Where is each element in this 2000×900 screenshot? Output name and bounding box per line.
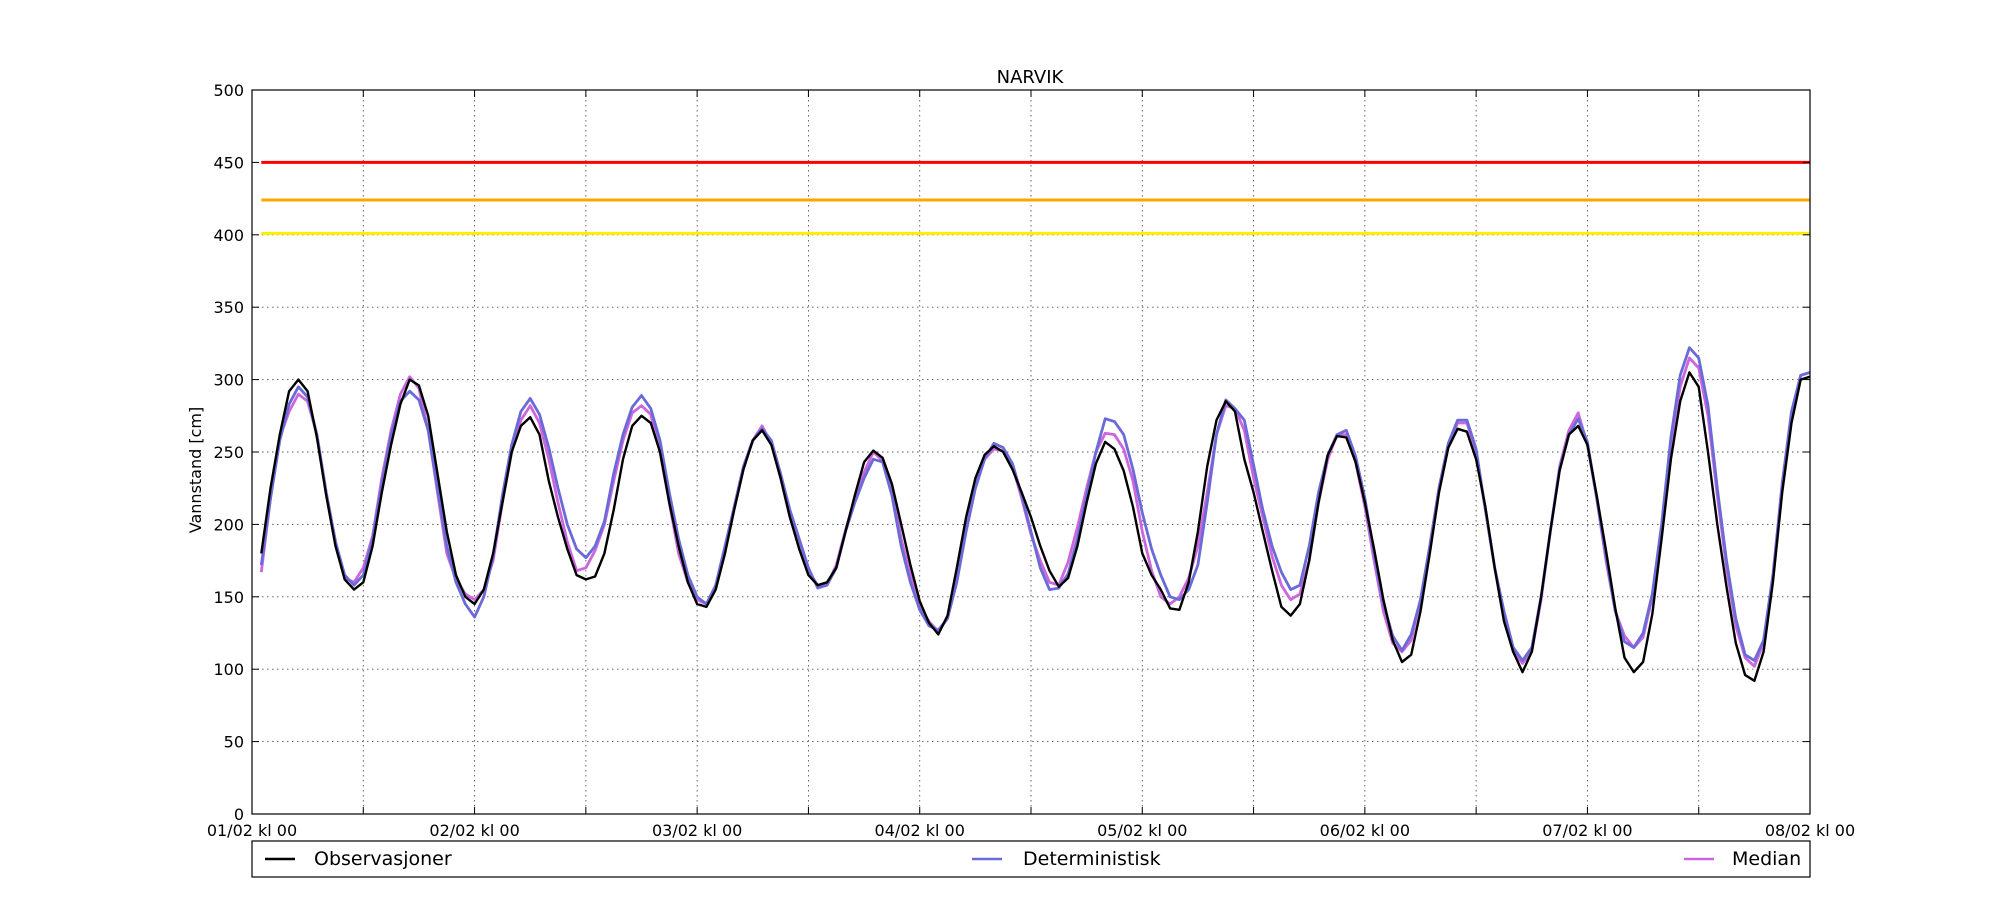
- y-tick-label: 100: [213, 660, 244, 679]
- x-tick-label: 06/02 kl 00: [1320, 821, 1410, 840]
- y-axis-ticks: 0 50 100 150 200 250 300 350 400 450 500: [213, 81, 1810, 824]
- x-tick-label: 03/02 kl 00: [652, 821, 742, 840]
- y-axis-label: Vannstand [cm]: [186, 407, 205, 533]
- series-line-observasjoner: [260, 371, 1811, 682]
- y-tick-label: 200: [213, 515, 244, 534]
- x-tick-label: 08/02 kl 00: [1765, 821, 1855, 840]
- y-tick-label: 300: [213, 371, 244, 390]
- x-tick-label: 04/02 kl 00: [875, 821, 965, 840]
- y-tick-label: 250: [213, 443, 244, 462]
- legend-label: Observasjoner: [314, 848, 452, 870]
- x-tick-label: 07/02 kl 00: [1542, 821, 1632, 840]
- y-tick-label: 400: [213, 226, 244, 245]
- legend: Observasjoner Deterministisk Median: [251, 840, 1811, 878]
- x-axis-ticks: 01/02 kl 00 02/02 kl 00 03/02 kl 00 04/02 k…: [207, 90, 1855, 840]
- grid: [252, 90, 1810, 814]
- data-series: [259, 346, 1811, 682]
- y-tick-label: 450: [213, 153, 244, 172]
- legend-label: Median: [1732, 848, 1801, 870]
- y-tick-label: 150: [213, 588, 244, 607]
- x-tick-label: 02/02 kl 00: [429, 821, 519, 840]
- y-tick-label: 350: [213, 298, 244, 317]
- y-tick-label: 50: [224, 733, 244, 752]
- y-tick-label: 500: [213, 81, 244, 100]
- series-line-median: [259, 356, 1811, 668]
- x-tick-label: 01/02 kl 00: [207, 821, 297, 840]
- legend-frame: [251, 840, 1811, 878]
- chart-title: NARVIK: [997, 67, 1065, 88]
- series-line-deterministisk: [259, 346, 1811, 662]
- y-tick-label: 0: [234, 805, 244, 824]
- threshold-lines: [261, 160, 1810, 235]
- legend-label: Deterministisk: [1023, 848, 1161, 870]
- x-tick-label: 05/02 kl 00: [1097, 821, 1187, 840]
